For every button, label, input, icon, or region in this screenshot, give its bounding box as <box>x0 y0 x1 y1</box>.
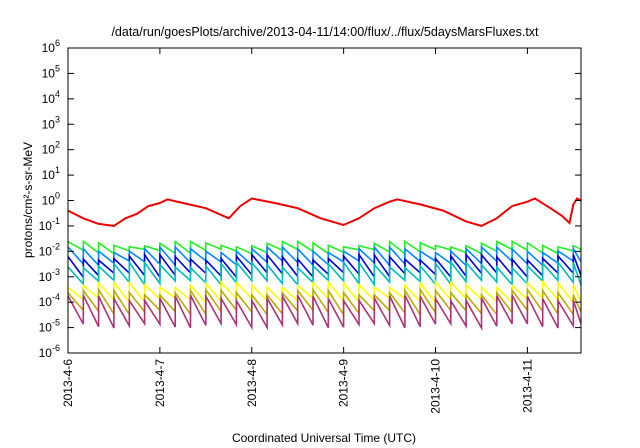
y-tick-label: 106 <box>42 38 60 55</box>
y-tick-label: 10-6 <box>39 343 60 360</box>
y-tick-label: 10-3 <box>39 267 60 284</box>
x-tick-label: 2013-4-8 <box>245 359 259 407</box>
x-ticks: 2013-4-6 2013-4-7 2013-4-8 2013-4-9 2013-4-1… <box>61 48 534 414</box>
x-tick-label: 2013-4-7 <box>153 359 167 407</box>
series-line-8 <box>68 292 581 332</box>
y-ticks: 10-6 10-5 10-4 10-3 10-2 10-1 100 101 102 103 104 1… <box>39 38 581 360</box>
x-tick-label: 2013-4-11 <box>520 359 534 413</box>
y-tick-label: 101 <box>42 165 60 182</box>
y-axis-label: protons/cm²-s-sr-MeV <box>21 142 35 258</box>
x-axis-label: Coordinated Universal Time (UTC) <box>232 431 416 445</box>
y-tick-label: 10-1 <box>39 216 60 233</box>
x-tick-label: 2013-4-9 <box>337 359 351 407</box>
x-tick-label: 2013-4-6 <box>61 359 75 407</box>
y-tick-label: 10-4 <box>39 292 60 309</box>
y-tick-label: 105 <box>42 63 60 80</box>
y-tick-label: 103 <box>42 114 60 131</box>
series-line-1 <box>68 197 581 227</box>
chart-title: /data/run/goesPlots/archive/2013-04-11/1… <box>111 25 539 39</box>
y-tick-label: 10-5 <box>39 318 60 335</box>
series-layer <box>68 197 581 332</box>
series-line-5 <box>68 259 581 288</box>
x-tick-label: 2013-4-10 <box>429 359 443 414</box>
y-tick-label: 100 <box>42 191 60 208</box>
y-tick-label: 104 <box>42 89 60 106</box>
y-tick-label: 10-2 <box>39 241 60 258</box>
y-tick-label: 102 <box>42 140 60 157</box>
